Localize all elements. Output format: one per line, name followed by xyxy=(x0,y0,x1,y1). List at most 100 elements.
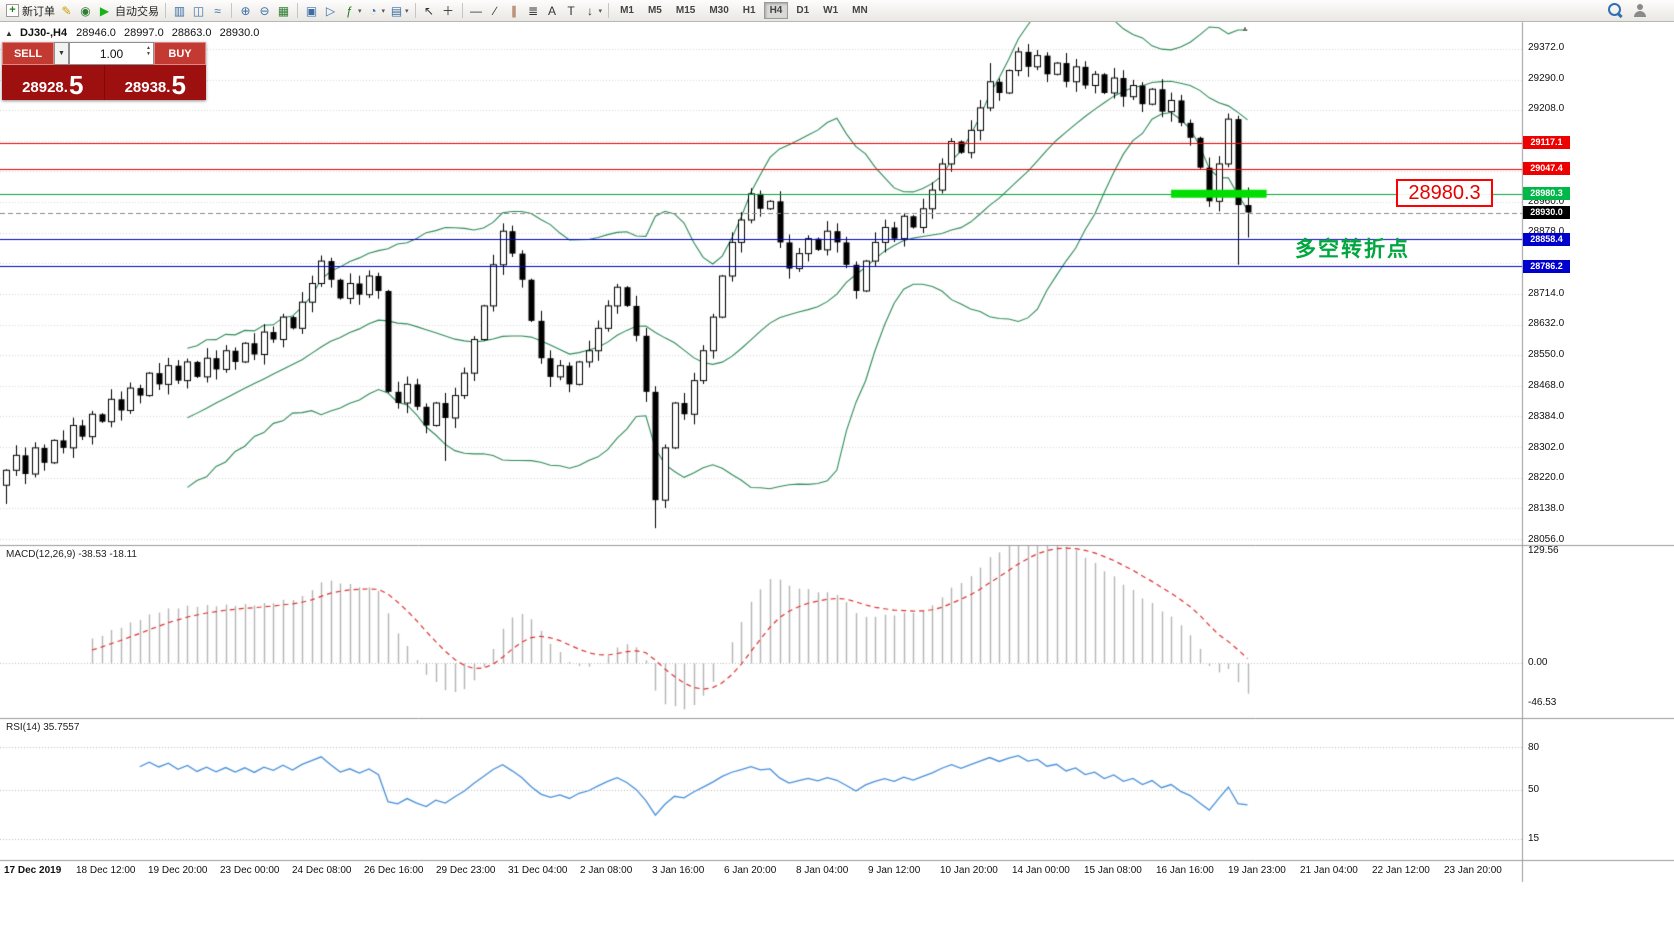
indicators-icon-dropdown[interactable]: ▾ xyxy=(358,7,362,15)
time-axis-label: 8 Jan 04:00 xyxy=(796,865,849,876)
turning-point-annotation[interactable]: 多空转折点 xyxy=(1295,238,1410,261)
toolbar-main-group: + 新订单 ✎ ◉ ▶ 自动交易 ▥ ◫ ≈ ⊕ ⊖ ▦ ▣ ▷ ƒ ▾ ◔ ▾ ▤ ▾ ↖ ＋ — ∕ ∥ ≣ A T ↓ ▾ xyxy=(4,2,613,20)
time-axis-label: 29 Dec 23:00 xyxy=(436,865,496,876)
text-label-icon-glyph: T xyxy=(567,3,575,18)
volume-value: 1.00 xyxy=(99,46,124,61)
metaeditor-icon[interactable]: ✎ xyxy=(57,2,76,20)
volume-up-icon[interactable]: ▲ xyxy=(146,45,151,51)
new-order-button[interactable]: + 新订单 xyxy=(4,2,57,20)
line-chart-icon-glyph: ≈ xyxy=(214,3,221,18)
arrows-icon[interactable]: ↓ ▾ xyxy=(581,2,605,20)
text-icon-glyph: A xyxy=(548,3,557,18)
trade-panel-prices: 28928. 5 28938. 5 xyxy=(2,65,206,100)
timeframe-m30-button[interactable]: M30 xyxy=(709,5,729,16)
time-axis-label: 3 Jan 16:00 xyxy=(652,865,705,876)
volume-down-icon[interactable]: ▼ xyxy=(146,51,151,57)
marketwatch-icon-glyph: ◉ xyxy=(80,3,91,18)
autotrade-button[interactable]: ▶ 自动交易 xyxy=(95,2,161,20)
timeframe-d1-button[interactable]: D1 xyxy=(796,5,810,16)
buy-price-main: 28938. xyxy=(124,79,171,96)
crosshair-icon-glyph: ＋ xyxy=(442,3,455,18)
templates-icon-dropdown[interactable]: ▾ xyxy=(405,7,409,15)
periods-icon-dropdown[interactable]: ▾ xyxy=(381,7,386,15)
trendline-icon[interactable]: ∕ xyxy=(486,2,505,20)
search-icon[interactable] xyxy=(1608,3,1623,18)
time-axis-label: 31 Dec 04:00 xyxy=(508,865,568,876)
volume-spinner[interactable]: ▲ ▼ xyxy=(146,45,151,57)
equidistant-channel-icon-glyph: ∥ xyxy=(511,3,518,18)
timeframe-h4-button[interactable]: H4 xyxy=(763,2,789,19)
candlestick-chart-icon[interactable]: ◫ xyxy=(189,2,208,20)
collapse-panel-icon[interactable]: ▲ xyxy=(5,29,13,38)
timeframe-w1-button[interactable]: W1 xyxy=(823,5,839,16)
ohlc-close: 28930.0 xyxy=(219,27,260,39)
chart-shift-icon-glyph: ▷ xyxy=(325,3,336,18)
sell-button[interactable]: SELL xyxy=(2,42,54,65)
volume-dropdown-button[interactable]: ▼ xyxy=(54,42,69,65)
ohlc-low: 28863.0 xyxy=(171,27,212,39)
rsi-indicator-label: RSI(14) 35.7557 xyxy=(6,722,80,733)
timeframe-mn-button[interactable]: MN xyxy=(852,5,868,16)
zoom-in-icon[interactable]: ⊕ xyxy=(236,2,255,20)
cursor-icon[interactable]: ↖ xyxy=(420,2,439,20)
zoom-out-icon[interactable]: ⊖ xyxy=(255,2,274,20)
timeframe-m15-button[interactable]: M15 xyxy=(675,5,696,16)
y-axis-label: 28220.0 xyxy=(1528,472,1565,484)
symbol-name: DJ30-,H4 xyxy=(19,27,68,39)
toolbar-separator xyxy=(165,3,166,18)
buy-price[interactable]: 28938. 5 xyxy=(105,65,207,100)
toolbar: + 新订单 ✎ ◉ ▶ 自动交易 ▥ ◫ ≈ ⊕ ⊖ ▦ ▣ ▷ ƒ ▾ ◔ ▾ ▤ ▾ ↖ ＋ — ∕ ∥ ≣ A T ↓ ▾ M1 M5… xyxy=(0,0,1674,22)
text-label-icon[interactable]: T xyxy=(562,2,581,20)
macd-scale-label: 0.00 xyxy=(1528,657,1548,669)
cursor-icon-glyph: ↖ xyxy=(424,3,435,18)
periods-icon[interactable]: ◔ ▾ xyxy=(364,2,388,20)
y-axis-label: 28302.0 xyxy=(1528,441,1565,453)
buy-button[interactable]: BUY xyxy=(154,42,206,65)
time-axis-label: 15 Jan 08:00 xyxy=(1084,865,1142,876)
timeframe-group: M1 M5 M15 M30 H1 H4 D1 W1 MN xyxy=(613,2,875,19)
templates-icon[interactable]: ▤ ▾ xyxy=(387,2,411,20)
y-axis-label: 28138.0 xyxy=(1528,502,1565,514)
marketwatch-icon[interactable]: ◉ xyxy=(76,2,95,20)
candlestick-chart-icon-glyph: ◫ xyxy=(192,3,205,18)
zoom-in-icon-glyph: ⊕ xyxy=(240,3,251,18)
chart-shift-marker[interactable]: ▲ xyxy=(1241,24,1249,33)
time-axis-label: 24 Dec 08:00 xyxy=(292,865,352,876)
timeframe-h1-button[interactable]: H1 xyxy=(742,5,756,16)
one-click-trade-panel: SELL ▼ 1.00 ▲ ▼ BUY 28928. 5 28938. 5 xyxy=(2,42,206,100)
sell-price-main: 28928. xyxy=(22,79,68,96)
time-axis-label: 14 Jan 00:00 xyxy=(1012,865,1070,876)
indicators-icon[interactable]: ƒ ▾ xyxy=(340,2,364,20)
chart-shift-icon[interactable]: ▷ xyxy=(321,2,340,20)
rsi-level-label: 50 xyxy=(1528,784,1540,795)
horizontal-line-icon[interactable]: — xyxy=(467,2,486,20)
y-axis-label: 28878.0 xyxy=(1528,226,1564,237)
price-callout-box[interactable]: 28980.3 xyxy=(1396,179,1493,207)
bar-chart-icon[interactable]: ▥ xyxy=(170,2,189,20)
toolbar-separator xyxy=(297,3,298,18)
sell-price[interactable]: 28928. 5 xyxy=(2,65,105,100)
timeframe-m1-button[interactable]: M1 xyxy=(620,5,634,16)
indicators-icon-glyph: ƒ xyxy=(346,3,353,18)
arrows-icon-dropdown[interactable]: ▾ xyxy=(598,7,603,15)
volume-input[interactable]: 1.00 ▲ ▼ xyxy=(69,42,154,65)
zoom-out-icon-glyph: ⊖ xyxy=(259,3,270,18)
price-tag: 28858.4 xyxy=(1523,232,1570,246)
fibonacci-icon[interactable]: ≣ xyxy=(524,2,543,20)
crosshair-icon[interactable]: ＋ xyxy=(439,2,458,20)
toolbar-separator xyxy=(608,3,610,18)
timeframe-m5-button[interactable]: M5 xyxy=(647,5,662,16)
macd-scale-label: 129.56 xyxy=(1528,545,1559,557)
auto-arrange-icon[interactable]: ▣ xyxy=(302,2,321,20)
toolbar-right-group xyxy=(1608,3,1648,18)
tile-windows-icon[interactable]: ▦ xyxy=(274,2,293,20)
line-chart-icon[interactable]: ≈ xyxy=(208,2,227,20)
community-icon[interactable] xyxy=(1633,3,1648,18)
equidistant-channel-icon[interactable]: ∥ xyxy=(505,2,524,20)
bar-chart-icon-glyph: ▥ xyxy=(173,3,186,18)
text-icon[interactable]: A xyxy=(543,2,562,20)
time-axis-label: 19 Dec 20:00 xyxy=(148,865,208,876)
